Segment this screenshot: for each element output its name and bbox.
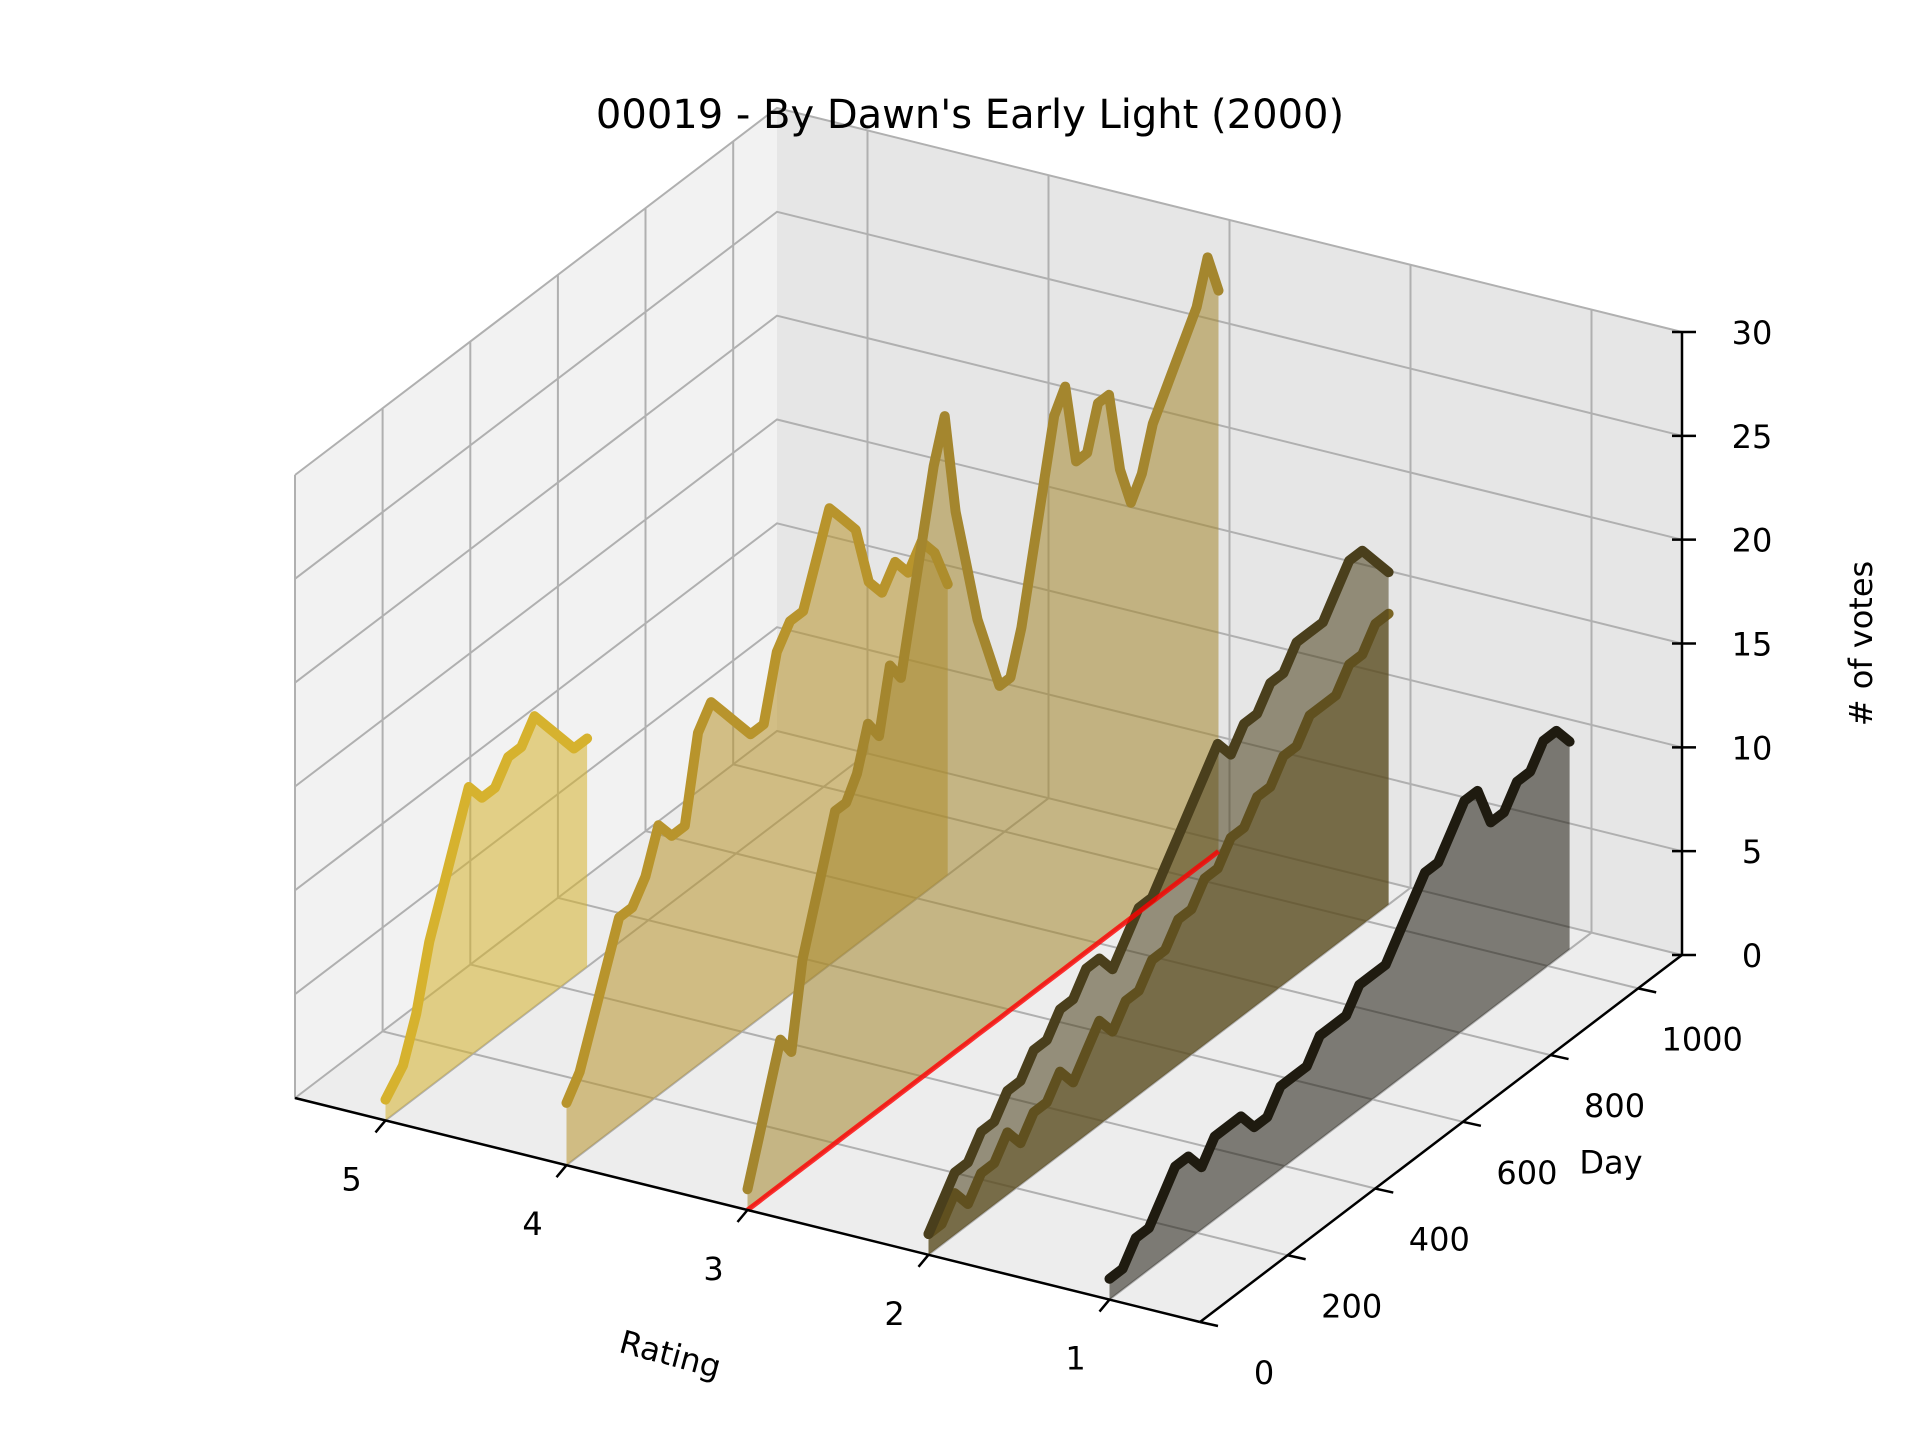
series-fill-4 (566, 508, 948, 1166)
x-tick-label: 1 (1065, 1340, 1085, 1378)
x-tick-label: 4 (522, 1205, 542, 1243)
chart-title: 00019 - By Dawn's Early Light (2000) (596, 92, 1344, 138)
x-tick-label: 2 (884, 1295, 904, 1333)
z-tick-label: 10 (1732, 729, 1773, 767)
y-tick-label: 200 (1321, 1287, 1382, 1325)
y-tick (1375, 1187, 1394, 1194)
x-tick (736, 1209, 749, 1223)
gridline-z (294, 210, 1683, 580)
x-tick (374, 1119, 387, 1134)
chart-series (380, 252, 1575, 1300)
y-tick (1550, 1053, 1569, 1061)
series-fill-2 (928, 550, 1389, 1255)
z-tick-label: 30 (1732, 314, 1773, 352)
series-highlight-3 (745, 849, 1221, 1212)
z-axis-label: # of votes (1842, 561, 1880, 726)
chart-axes: 1 2 3 4 5 0 200 400 600 800 1000 0 5 10 15 20 25 30 (294, 314, 1773, 1392)
series-line-3 (742, 252, 1224, 1195)
y-tick (1287, 1254, 1306, 1261)
y-tick-label: 0 (1254, 1354, 1274, 1392)
y-tick (1637, 987, 1657, 994)
x-tick (1098, 1298, 1111, 1313)
y-tick (1462, 1120, 1482, 1128)
z-tick-label: 5 (1742, 833, 1762, 871)
y-tick-label: 600 (1496, 1154, 1557, 1192)
y-tick (1199, 1320, 1219, 1328)
y-axis-label: Day (1579, 1144, 1642, 1182)
series-fill-5 (385, 716, 588, 1121)
x-tick (555, 1164, 568, 1179)
z-tick-label: 25 (1732, 418, 1773, 456)
x-tick-label: 5 (341, 1160, 361, 1198)
series-fill-3 (747, 257, 1219, 1210)
x-tick-label: 3 (703, 1250, 723, 1288)
series-line-1 (1104, 725, 1575, 1284)
z-tick-label: 15 (1732, 626, 1773, 664)
x-tick (917, 1253, 930, 1268)
x-axis-label: Rating (616, 1323, 725, 1386)
gridline-z (294, 314, 1683, 684)
y-axis-line (1199, 954, 1683, 1323)
y-tick-label: 800 (1584, 1087, 1645, 1125)
series-fill-1 (1109, 730, 1570, 1300)
y-tick-label: 400 (1409, 1221, 1470, 1259)
series-line-4 (561, 503, 953, 1108)
series-line-5 (380, 711, 593, 1105)
y-tick-label: 1000 (1661, 1020, 1742, 1058)
gridline-z (294, 106, 1683, 476)
series-line-2 (923, 545, 1394, 1239)
z-tick-label: 20 (1732, 522, 1773, 560)
z-tick-label: 0 (1742, 937, 1762, 975)
